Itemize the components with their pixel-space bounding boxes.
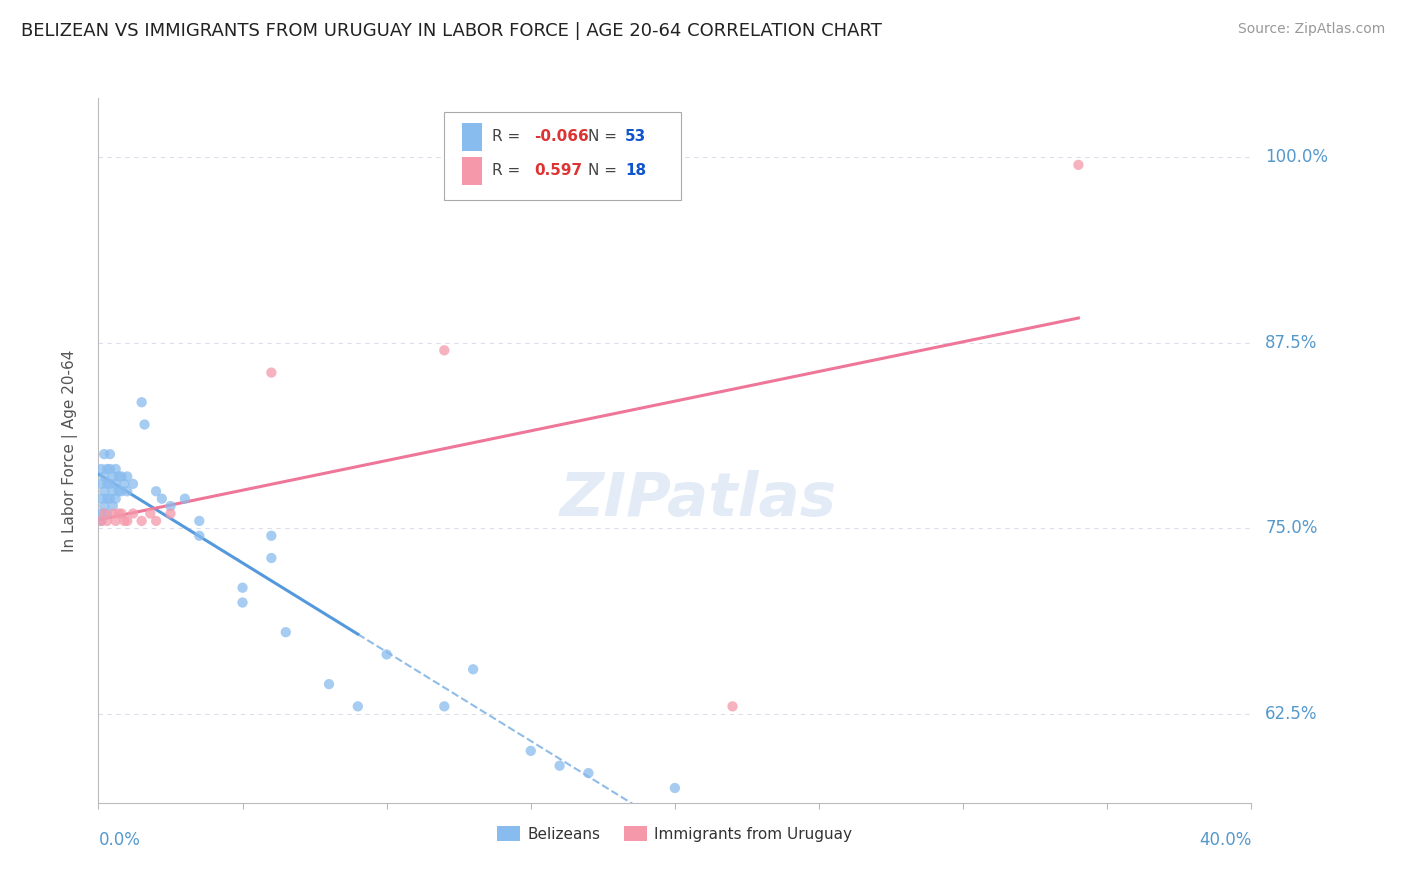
Text: BELIZEAN VS IMMIGRANTS FROM URUGUAY IN LABOR FORCE | AGE 20-64 CORRELATION CHART: BELIZEAN VS IMMIGRANTS FROM URUGUAY IN L…	[21, 22, 882, 40]
Point	[93, 447, 115, 461]
Point	[131, 514, 153, 528]
Point	[98, 476, 121, 491]
Point	[134, 417, 156, 432]
Text: 0.0%: 0.0%	[98, 830, 141, 848]
Point	[110, 484, 132, 499]
Point	[104, 514, 127, 528]
Text: N =: N =	[589, 129, 623, 145]
Point	[318, 677, 340, 691]
Point	[96, 462, 118, 476]
Point	[145, 484, 167, 499]
Point	[159, 507, 181, 521]
Point	[98, 462, 121, 476]
Point	[90, 514, 112, 528]
Point	[93, 507, 115, 521]
Text: R =: R =	[492, 163, 524, 178]
Point	[520, 744, 543, 758]
Text: 0.597: 0.597	[534, 163, 582, 178]
Point	[461, 662, 484, 676]
Text: 87.5%: 87.5%	[1265, 334, 1317, 352]
Text: 53: 53	[626, 129, 647, 145]
Point	[107, 484, 129, 499]
Point	[1067, 158, 1090, 172]
Point	[101, 469, 124, 483]
Point	[101, 484, 124, 499]
Text: N =: N =	[589, 163, 623, 178]
Point	[131, 395, 153, 409]
Point	[260, 551, 283, 566]
Point	[112, 514, 135, 528]
Text: -0.066: -0.066	[534, 129, 589, 145]
Point	[145, 514, 167, 528]
Point	[93, 469, 115, 483]
Point	[122, 476, 145, 491]
Point	[90, 514, 112, 528]
Point	[101, 507, 124, 521]
Point	[96, 507, 118, 521]
Text: R =: R =	[492, 129, 524, 145]
Text: 100.0%: 100.0%	[1265, 148, 1329, 167]
Point	[231, 581, 254, 595]
Point	[104, 491, 127, 506]
Text: 62.5%: 62.5%	[1265, 705, 1317, 723]
Point	[174, 491, 197, 506]
Point	[274, 625, 297, 640]
Legend: Belizeans, Immigrants from Uruguay: Belizeans, Immigrants from Uruguay	[491, 821, 859, 848]
Point	[117, 484, 139, 499]
Point	[90, 507, 112, 521]
Point	[664, 780, 686, 795]
Text: 75.0%: 75.0%	[1265, 519, 1317, 537]
Point	[150, 491, 173, 506]
Point	[98, 491, 121, 506]
Text: Source: ZipAtlas.com: Source: ZipAtlas.com	[1237, 22, 1385, 37]
Point	[260, 366, 283, 380]
Point	[104, 476, 127, 491]
Point	[107, 469, 129, 483]
Point	[346, 699, 368, 714]
Point	[101, 499, 124, 513]
FancyBboxPatch shape	[444, 112, 681, 201]
Point	[231, 595, 254, 609]
Point	[117, 469, 139, 483]
Point	[90, 476, 112, 491]
Point	[110, 469, 132, 483]
Point	[375, 648, 398, 662]
Point	[96, 514, 118, 528]
Point	[433, 343, 456, 358]
Point	[433, 699, 456, 714]
Point	[578, 766, 600, 780]
Point	[93, 484, 115, 499]
Bar	[461, 123, 482, 151]
Y-axis label: In Labor Force | Age 20-64: In Labor Force | Age 20-64	[62, 350, 77, 551]
Point	[96, 476, 118, 491]
Point	[188, 514, 211, 528]
Point	[721, 699, 744, 714]
Point	[117, 514, 139, 528]
Point	[139, 507, 162, 521]
Point	[90, 462, 112, 476]
Point	[112, 476, 135, 491]
Text: 18: 18	[626, 163, 647, 178]
Point	[548, 758, 571, 772]
Text: 40.0%: 40.0%	[1199, 830, 1251, 848]
Point	[90, 491, 112, 506]
Point	[159, 499, 181, 513]
Bar	[461, 157, 482, 185]
Point	[104, 462, 127, 476]
Text: ZIPatlas: ZIPatlas	[560, 470, 837, 529]
Point	[98, 447, 121, 461]
Point	[122, 507, 145, 521]
Point	[96, 491, 118, 506]
Point	[260, 529, 283, 543]
Point	[107, 507, 129, 521]
Point	[93, 499, 115, 513]
Point	[110, 507, 132, 521]
Point	[188, 529, 211, 543]
